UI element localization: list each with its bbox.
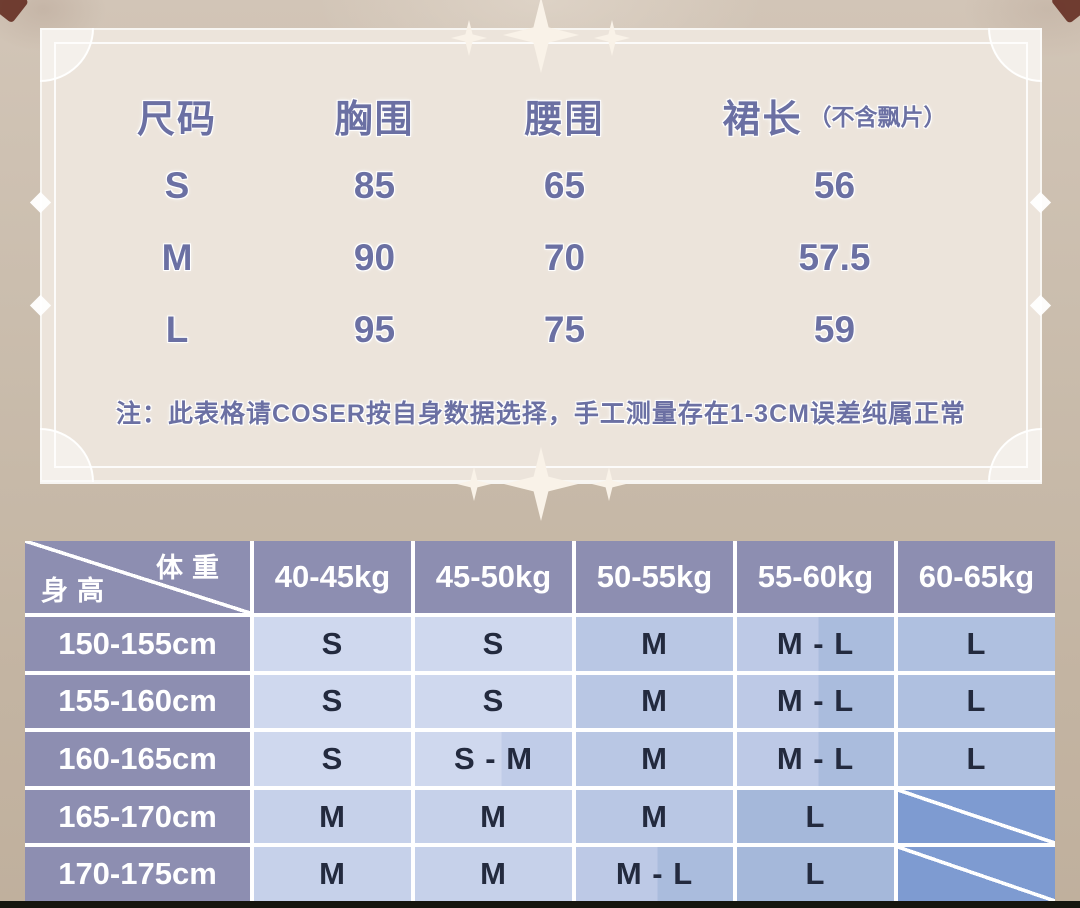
height-row-header: 160-165cm <box>25 732 250 786</box>
weight-column-header: 50-55kg <box>576 541 733 613</box>
matrix-cell-label: M - L <box>776 740 855 776</box>
matrix-cell: L <box>898 617 1055 671</box>
matrix-cell: M - L <box>576 847 733 901</box>
matrix-cell: M - L <box>737 617 894 671</box>
matrix-cell: M <box>576 674 733 729</box>
size-value: M <box>161 237 193 278</box>
height-row-header: 155-160cm <box>25 674 250 729</box>
size-table: 尺码 胸围 腰围 裙长 （不含飘片） S 85 65 56 M 90 70 57.5 L 95 75… <box>77 80 1012 366</box>
matrix-cell-label: S <box>321 740 344 776</box>
matrix-cell-label: L <box>966 683 987 719</box>
height-row-header: 170-175cm <box>25 847 250 901</box>
card-corner-notch <box>988 428 1042 482</box>
matrix-cell-label: L <box>805 798 826 834</box>
card-corner-notch <box>40 28 94 82</box>
measurement-note: 注：此表格请COSER按自身数据选择，手工测量存在1-3CM误差纯属正常 <box>116 400 966 428</box>
matrix-cell-label: M <box>641 683 668 719</box>
matrix-cell-label: M - L <box>776 683 855 719</box>
size-value: S <box>164 165 190 206</box>
matrix-cell-label: M <box>641 740 668 776</box>
matrix-cell-label: L <box>805 856 826 892</box>
height-axis-label: 身高 <box>41 576 113 606</box>
matrix-cell-unavailable <box>898 847 1055 901</box>
height-weight-matrix: 体重 身高 40-45kg 45-50kg 50-55kg 55-60kg 60-65k… <box>25 541 1055 901</box>
matrix-cell-label: M <box>480 856 507 892</box>
weight-column-header: 45-50kg <box>415 541 572 613</box>
matrix-cell: M <box>576 732 733 786</box>
skirt-note-label: （不含飘片） <box>808 104 947 130</box>
weight-column-header: 40-45kg <box>254 541 411 613</box>
matrix-cell: M <box>576 789 733 844</box>
matrix-cell: M <box>254 789 411 844</box>
matrix-cell: M <box>415 789 572 844</box>
matrix-cell: L <box>898 732 1055 786</box>
size-value: L <box>165 309 189 350</box>
matrix-cell-label: S - M <box>453 740 534 776</box>
bust-value: 85 <box>353 165 396 206</box>
skirt-column-header: 裙长 （不含飘片） <box>722 88 946 143</box>
waist-column-header: 腰围 <box>524 98 605 141</box>
skirt-value: 59 <box>813 309 856 350</box>
matrix-cell-label: M <box>319 856 346 892</box>
weight-column-header: 60-65kg <box>898 541 1055 613</box>
size-card: 尺码 胸围 腰围 裙长 （不含飘片） S 85 65 56 M 90 70 57.5 L 95 75… <box>40 28 1042 482</box>
skirt-value: 56 <box>813 165 856 206</box>
matrix-cell-label: S <box>321 625 344 661</box>
matrix-cell-label: L <box>966 625 987 661</box>
matrix-cell-label: M - L <box>615 856 694 892</box>
matrix-cell-label: S <box>482 625 505 661</box>
matrix-cell-label: M <box>641 798 668 834</box>
matrix-cell: M <box>415 847 572 901</box>
matrix-cell-label: M <box>319 798 346 834</box>
matrix-cell: S - M <box>415 732 572 786</box>
matrix-cell-label: S <box>482 683 505 719</box>
matrix-cell-label: M - L <box>776 625 855 661</box>
matrix-corner-cell: 体重 身高 <box>25 541 250 613</box>
matrix-cell: S <box>415 617 572 671</box>
card-corner-notch <box>988 28 1042 82</box>
matrix-cell: L <box>737 789 894 844</box>
bust-value: 90 <box>353 237 396 278</box>
bust-value: 95 <box>353 309 396 350</box>
bust-column-header: 胸围 <box>334 98 415 141</box>
skirt-label: 裙长 <box>722 98 803 141</box>
bottom-bar <box>0 901 1080 908</box>
matrix-cell: M - L <box>737 732 894 786</box>
matrix-cell-label: L <box>966 740 987 776</box>
matrix-cell-label: M <box>480 798 507 834</box>
matrix-cell: L <box>898 674 1055 729</box>
matrix-cell: M <box>576 617 733 671</box>
matrix-cell: M - L <box>737 674 894 729</box>
matrix-cell-unavailable <box>898 789 1055 844</box>
waist-value: 65 <box>543 165 586 206</box>
card-corner-notch <box>40 428 94 482</box>
waist-value: 70 <box>543 237 586 278</box>
weight-column-header: 55-60kg <box>737 541 894 613</box>
weight-axis-label: 体重 <box>156 553 228 583</box>
skirt-value: 57.5 <box>798 237 871 278</box>
matrix-cell-label: S <box>321 683 344 719</box>
corner-ornament-icon <box>1050 0 1080 24</box>
height-row-header: 165-170cm <box>25 789 250 844</box>
corner-ornament-icon <box>0 0 30 24</box>
matrix-cell: L <box>737 847 894 901</box>
height-row-header: 150-155cm <box>25 617 250 671</box>
matrix-cell: S <box>254 617 411 671</box>
matrix-cell: S <box>415 674 572 729</box>
matrix-cell: S <box>254 674 411 729</box>
matrix-cell-label: M <box>641 625 668 661</box>
waist-value: 75 <box>543 309 586 350</box>
matrix-cell: S <box>254 732 411 786</box>
matrix-cell: M <box>254 847 411 901</box>
size-column-header: 尺码 <box>136 98 217 141</box>
